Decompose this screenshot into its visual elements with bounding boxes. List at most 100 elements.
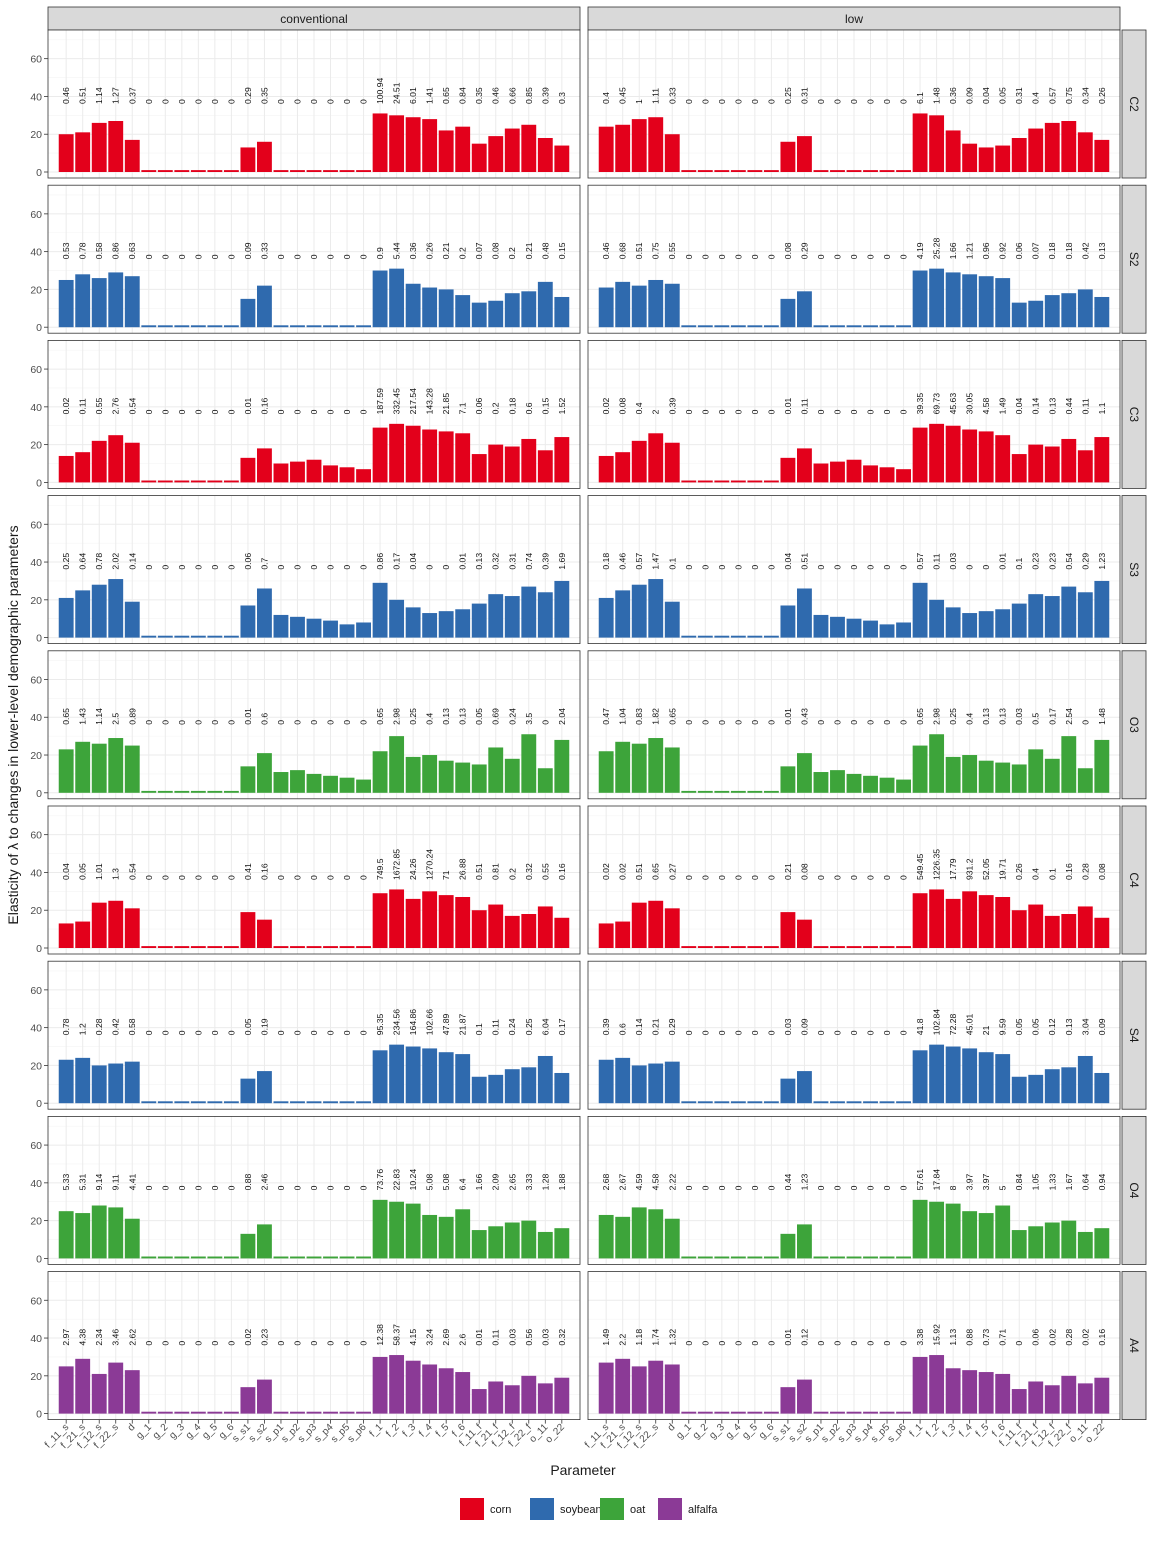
data-label: 0.01	[474, 1329, 484, 1346]
bar-g_2	[157, 1256, 173, 1259]
bar-f_4	[962, 891, 978, 948]
legend-item-alfalfa: alfalfa	[658, 1498, 718, 1520]
data-label: 0.13	[1047, 397, 1057, 414]
data-label: 24.26	[408, 858, 418, 880]
data-label: 1.41	[425, 87, 435, 104]
bar-g_6	[763, 946, 779, 948]
data-label: 0.4	[1031, 868, 1041, 880]
bar-s_p4	[863, 775, 878, 793]
bar-g_1	[141, 480, 157, 483]
bar-s_s2	[797, 919, 812, 948]
bar-o_11	[1077, 132, 1093, 172]
data-label: 0	[276, 1030, 286, 1035]
data-label: 0	[965, 565, 975, 570]
data-label: 0.6	[259, 713, 269, 725]
data-label: 234.56	[392, 1009, 402, 1036]
bar-s_p5	[879, 467, 895, 483]
bar-s_p4	[323, 1411, 338, 1414]
data-label: 549.45	[915, 853, 925, 880]
data-label: 0.44	[783, 1173, 793, 1190]
data-label: 0.66	[507, 87, 517, 104]
data-label: 0	[866, 1030, 876, 1035]
bar-g_1	[681, 480, 697, 483]
bar-s_p6	[896, 1411, 911, 1414]
data-label: 0	[766, 1185, 776, 1190]
bar-g_4	[730, 790, 746, 793]
data-label: 0.25	[783, 87, 793, 104]
bar-f_22_s	[648, 117, 664, 172]
bar-f_6	[995, 1205, 1011, 1259]
bar-f_1	[372, 751, 388, 793]
bar-o_22	[554, 739, 570, 793]
bar-f_5	[978, 1213, 994, 1259]
bar-f_4	[962, 1370, 978, 1414]
data-label: 0	[733, 1185, 743, 1190]
x-axis-conventional: f_11_sf_21_sf_12_sf_22_s dg_1g_2g_3g_4g_5…	[43, 1419, 567, 1451]
data-label: 0	[326, 254, 336, 259]
bar-f_22_f	[521, 291, 537, 328]
bar-s_p3	[846, 1101, 862, 1104]
data-label: 0.13	[441, 708, 451, 725]
data-label: 0.78	[61, 1018, 71, 1035]
bar-s_s2	[257, 1071, 272, 1104]
data-label: 0	[832, 254, 842, 259]
bar-g_5	[747, 1256, 763, 1259]
data-label: 0	[342, 1341, 352, 1346]
data-label: 0	[899, 875, 909, 880]
bar-f_3	[405, 756, 421, 793]
bar-f_11_f	[471, 1389, 487, 1414]
bar-d	[124, 908, 140, 948]
data-label: 8	[948, 1185, 958, 1190]
facet-strip-bg	[1121, 650, 1147, 800]
x-tick-label: g_1	[674, 1422, 694, 1442]
facet-strip-label: S3	[1127, 562, 1141, 577]
data-label: 0	[193, 254, 203, 259]
bar-f_22_f	[521, 438, 537, 483]
bar-s_p1	[813, 1101, 829, 1104]
bar-o_22	[554, 1228, 570, 1259]
bar-g_4	[190, 790, 206, 793]
panel-O4-low: 2.68 2.67 4.59 4.58 2.22 0 0 0 0 0 0 0.44 1.23 0 0 0 0 0 0…	[587, 1116, 1121, 1265]
data-label: 0	[193, 565, 203, 570]
data-label: 0	[226, 1030, 236, 1035]
bar-s_p4	[323, 170, 338, 172]
panel-S4-conventional: 0.78 1.2 0.28 0.42 0.58 0 0 0 0 0 0 0.05 0.19 0 0 0 0 0 0 9…	[47, 960, 581, 1110]
data-label: 0.43	[799, 708, 809, 725]
data-label: 1.88	[557, 1173, 567, 1190]
data-label: 0.13	[1097, 242, 1107, 259]
x-tick-label: f_5	[434, 1422, 452, 1440]
bar-f_3	[945, 1203, 961, 1259]
data-label: 0	[700, 1185, 710, 1190]
bar-o_11	[1077, 906, 1093, 948]
data-label: 0.5	[1031, 713, 1041, 725]
bar-g_2	[697, 1411, 713, 1414]
bar-s_p6	[896, 779, 911, 793]
x-tick-label: s_p6	[346, 1422, 369, 1445]
bar-g_1	[141, 790, 157, 793]
bar-f_22_s	[648, 738, 664, 793]
data-label: 1.74	[651, 1329, 661, 1346]
bar-g_3	[174, 635, 190, 638]
bar-s_s1	[240, 912, 256, 948]
data-label: 0.45	[618, 87, 628, 104]
data-label: 0.65	[651, 863, 661, 880]
panel-S2-conventional: 0.53 0.78 0.58 0.86 0.63 0 0 0 0 0 0 0.09 0.33 0 0 0 0 0 0…	[47, 184, 581, 334]
facet-strip-conventional: conventional	[47, 6, 581, 31]
data-label: 0.1	[1047, 868, 1057, 880]
bar-s_p1	[813, 1411, 829, 1414]
bar-f_2	[929, 115, 945, 172]
data-label: 0	[899, 1030, 909, 1035]
bar-f_11_f	[1011, 764, 1027, 793]
panel-border	[587, 805, 1121, 955]
legend-item-soybean: soybean	[530, 1498, 602, 1520]
bar-f_22_s	[648, 433, 664, 483]
y-axis-C4: 0 20 40 60	[30, 830, 48, 955]
data-label: 0	[210, 254, 220, 259]
bar-s_p3	[846, 773, 862, 793]
bar-g_5	[207, 790, 223, 793]
data-label: 0.04	[981, 87, 991, 104]
data-label: 0	[342, 720, 352, 725]
bar-f_11_f	[471, 143, 487, 172]
data-label: 0	[700, 409, 710, 414]
data-label: 0.54	[127, 863, 137, 880]
